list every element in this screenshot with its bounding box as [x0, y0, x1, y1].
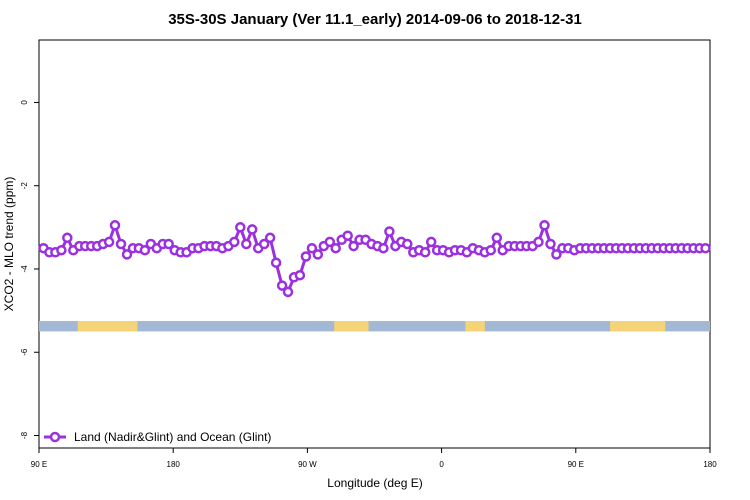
data-point — [485, 244, 497, 256]
data-point — [419, 247, 431, 258]
series-layer — [38, 220, 711, 298]
data-point — [270, 257, 282, 268]
x-tick-label-1: 180 — [167, 460, 181, 469]
data-point — [121, 249, 133, 260]
data-point — [402, 238, 413, 250]
land-band-1 — [334, 321, 369, 332]
data-point — [103, 236, 115, 248]
data-point — [62, 232, 73, 244]
y-tick-label-2: -4 — [20, 265, 29, 273]
y-tick-label-1: -2 — [20, 182, 29, 190]
data-point — [539, 220, 550, 231]
y-axis: 0 -2 -4 -6 -8 — [20, 100, 39, 439]
x-tick-label-0: 90 E — [31, 460, 47, 469]
x-tick-label-5: 180 — [703, 460, 717, 469]
land-band-3 — [610, 321, 666, 332]
data-point — [276, 280, 288, 291]
land-band-0 — [77, 321, 138, 332]
data-point — [425, 236, 437, 248]
data-point — [56, 244, 67, 256]
data-point — [348, 240, 359, 252]
data-point — [282, 286, 294, 298]
x-tick-label-3: 0 — [439, 460, 444, 469]
data-point — [258, 238, 270, 250]
data-point — [264, 232, 276, 244]
legend-marker-swatch — [49, 431, 61, 443]
data-point — [229, 236, 240, 248]
data-point — [491, 232, 503, 244]
data-point — [384, 226, 395, 237]
x-axis-label: Longitude (deg E) — [327, 476, 422, 490]
data-point — [533, 236, 544, 248]
y-axis-label: XCO2 - MLO trend (ppm) — [2, 177, 16, 312]
data-point — [312, 249, 324, 260]
data-point — [235, 222, 246, 233]
series-line-0 — [42, 223, 706, 294]
data-point — [378, 242, 389, 254]
data-point — [545, 238, 556, 250]
land-band-2 — [465, 321, 485, 332]
data-point — [551, 249, 562, 260]
plot-frame — [38, 39, 711, 449]
data-point — [342, 230, 353, 241]
legend: Land (Nadir&Glint) and Ocean (Glint) — [44, 430, 271, 444]
data-point — [300, 251, 312, 262]
map-strip — [39, 321, 710, 332]
data-point — [115, 238, 127, 250]
data-point — [700, 242, 711, 254]
data-point — [306, 242, 318, 254]
ocean-band — [39, 321, 710, 332]
x-axis: 90 E 180 90 W 0 90 E 180 — [31, 448, 717, 469]
y-tick-label-4: -8 — [20, 431, 29, 439]
data-point — [330, 242, 341, 254]
data-point — [324, 236, 336, 248]
data-point — [163, 238, 174, 250]
data-point — [109, 220, 121, 231]
x-tick-label-4: 90 E — [568, 460, 584, 469]
y-tick-label-0: 0 — [20, 100, 29, 105]
x-tick-label-2: 90 W — [298, 460, 317, 469]
data-point — [139, 244, 151, 256]
legend-label: Land (Nadir&Glint) and Ocean (Glint) — [74, 430, 271, 444]
data-point — [241, 238, 252, 250]
y-tick-label-3: -6 — [20, 348, 29, 356]
chart-title: 35S-30S January (Ver 11.1_early) 2014-09… — [168, 11, 582, 28]
data-point — [294, 269, 306, 281]
data-point — [246, 224, 258, 235]
